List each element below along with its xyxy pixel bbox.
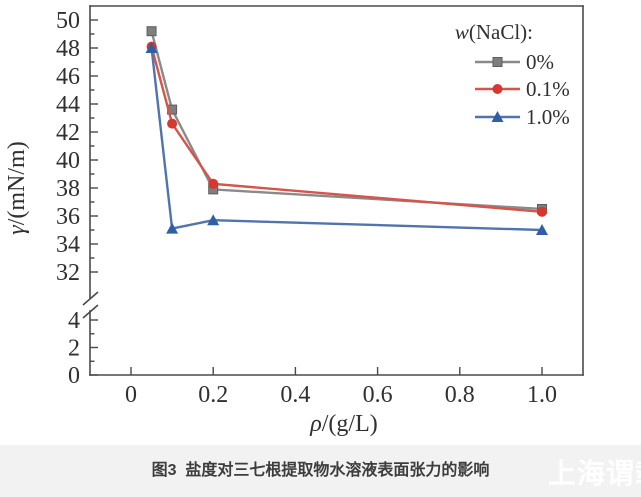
y-tick-label: 34 xyxy=(56,232,80,258)
y-tick-label: 0 xyxy=(68,363,80,389)
plot-frame xyxy=(89,5,584,376)
legend-label: 1.0% xyxy=(526,105,570,129)
legend-item-0%: 0% xyxy=(475,50,554,74)
x-tick-label: 0.4 xyxy=(280,382,310,408)
legend-item-1.0%: 1.0% xyxy=(475,105,570,129)
y-tick-label: 2 xyxy=(68,336,80,362)
series-0.1% xyxy=(146,41,547,217)
legend-title: w(NaCl): xyxy=(455,20,533,44)
caption-bar: 图3 盐度对三七根提取物水溶液表面张力的影响 上海谓载 xyxy=(0,445,641,497)
y-tick-label: 32 xyxy=(56,260,80,286)
y-tick-label: 36 xyxy=(56,204,80,230)
y-tick-label: 50 xyxy=(56,8,80,34)
series-0% xyxy=(146,26,547,214)
y-tick-label: 44 xyxy=(56,92,80,118)
y-tick-label: 48 xyxy=(56,36,80,62)
y-tick-label: 40 xyxy=(56,148,80,174)
y-tick-label: 38 xyxy=(56,176,80,202)
axis-ticks xyxy=(90,19,543,376)
legend-label: 0% xyxy=(526,50,554,74)
y-axis-title: γ/(mN/m) xyxy=(4,141,30,234)
y-tick-label: 46 xyxy=(56,64,80,90)
legend-label: 0.1% xyxy=(526,77,570,101)
legend-item-0.1%: 0.1% xyxy=(475,77,570,101)
figure-caption: 图3 盐度对三七根提取物水溶液表面张力的影响 xyxy=(151,462,490,479)
series-1.0% xyxy=(145,42,548,235)
x-axis-title: ρ/(g/L) xyxy=(309,411,378,437)
legend: w(NaCl): 0% 0.1% 1.0% xyxy=(455,20,570,129)
x-tick-label: 0.2 xyxy=(198,382,228,408)
x-tick-label: 0.8 xyxy=(445,382,475,408)
x-tick-label: 0.6 xyxy=(363,382,393,408)
watermark: 上海谓载 xyxy=(548,458,641,489)
y-tick-label: 4 xyxy=(68,308,80,334)
x-tick-label: 0 xyxy=(125,382,137,408)
x-tick-label: 1.0 xyxy=(527,382,557,408)
y-tick-label: 42 xyxy=(56,120,80,146)
y-axis-break-icon xyxy=(82,291,99,319)
